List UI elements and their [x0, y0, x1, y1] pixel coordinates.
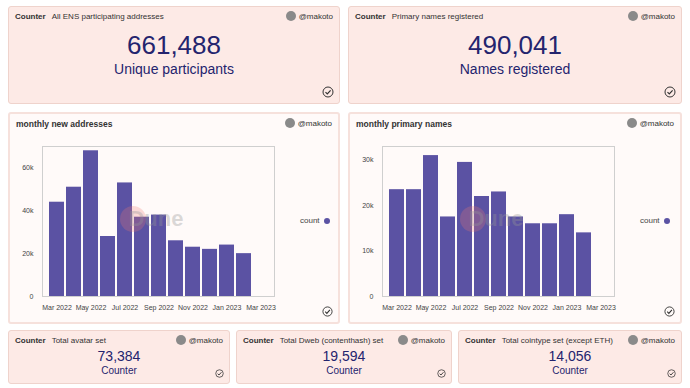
html-text:Counter: Counter	[355, 12, 386, 21]
html-text:Total Dweb (contenthash) set: Total Dweb (contenthash) set	[279, 336, 384, 345]
html-text:@makoto: @makoto	[298, 11, 333, 21]
html-text:Counter: Counter	[15, 336, 46, 345]
html-text:Counter: Counter	[326, 365, 362, 376]
html-text:count: count	[640, 216, 660, 225]
html-text:19,594: 19,594	[322, 348, 366, 364]
svg-text:Mar 2023: Mar 2023	[586, 304, 616, 311]
html-text:14,056: 14,056	[548, 348, 592, 364]
html-text:@makoto: @makoto	[640, 335, 675, 345]
html-text:@makoto: @makoto	[640, 11, 675, 21]
html-text:Dune: Dune	[468, 206, 524, 231]
svg-text:0: 0	[30, 293, 34, 300]
svg-text:20k: 20k	[362, 202, 374, 209]
svg-text:May 2022: May 2022	[416, 304, 447, 312]
svg-text:0: 0	[370, 293, 374, 300]
svg-text:Jul 2022: Jul 2022	[452, 304, 479, 311]
svg-text:Nov 2022: Nov 2022	[518, 304, 548, 311]
svg-text:20k: 20k	[22, 250, 34, 257]
html-text:monthly primary names: monthly primary names	[356, 119, 452, 129]
svg-text:Mar 2022: Mar 2022	[42, 304, 72, 311]
svg-text:May 2022: May 2022	[76, 304, 107, 312]
svg-text:Jul 2022: Jul 2022	[112, 304, 139, 311]
html-text:Total cointype set (except ETH: Total cointype set (except ETH)	[501, 336, 613, 345]
html-text:count: count	[300, 216, 320, 225]
html-text:661,488: 661,488	[127, 30, 221, 60]
html-text:monthly new addresses: monthly new addresses	[16, 119, 113, 129]
html-text:Counter: Counter	[243, 336, 274, 345]
svg-text:Jan 2023: Jan 2023	[213, 304, 242, 311]
html-text:@makoto: @makoto	[188, 335, 223, 345]
html-text:Counter: Counter	[465, 336, 496, 345]
html-text:Names registered: Names registered	[459, 61, 571, 77]
svg-text:10k: 10k	[362, 247, 374, 254]
svg-text:Mar 2022: Mar 2022	[382, 304, 412, 311]
html-text:Dune: Dune	[128, 206, 184, 231]
svg-text:Sep 2022: Sep 2022	[484, 304, 514, 312]
html-text:Counter: Counter	[101, 365, 137, 376]
html-text:Counter: Counter	[15, 12, 46, 21]
html-text:@makoto: @makoto	[410, 335, 445, 345]
svg-text:40k: 40k	[22, 207, 34, 214]
html-text:Total avatar set: Total avatar set	[51, 336, 106, 345]
html-text:Unique participants: Unique participants	[114, 61, 234, 77]
html-text:490,041: 490,041	[468, 30, 562, 60]
svg-text:Jan 2023: Jan 2023	[553, 304, 582, 311]
svg-text:Mar 2023: Mar 2023	[246, 304, 276, 311]
html-text:@makoto: @makoto	[639, 118, 674, 128]
svg-text:60k: 60k	[22, 164, 34, 171]
html-text:Primary names registered: Primary names registered	[391, 12, 484, 21]
html-text:Counter: Counter	[552, 365, 588, 376]
svg-text:30k: 30k	[362, 156, 374, 163]
html-text:All ENS participating addresse: All ENS participating addresses	[51, 12, 164, 21]
svg-text:Sep 2022: Sep 2022	[144, 304, 174, 312]
html-text:@makoto: @makoto	[297, 118, 332, 128]
html-text:73,384: 73,384	[97, 348, 141, 364]
svg-text:Nov 2022: Nov 2022	[178, 304, 208, 311]
